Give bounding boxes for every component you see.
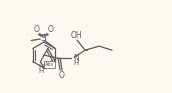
Text: Abs: Abs bbox=[45, 62, 54, 67]
Text: •: • bbox=[85, 48, 89, 54]
Text: N: N bbox=[73, 54, 79, 63]
Text: H: H bbox=[39, 64, 44, 70]
Text: H: H bbox=[73, 60, 79, 66]
Text: O: O bbox=[47, 25, 53, 34]
Text: S: S bbox=[40, 34, 46, 43]
Text: O: O bbox=[33, 25, 39, 34]
Text: H: H bbox=[38, 68, 44, 74]
Text: O: O bbox=[58, 71, 64, 80]
Text: OH: OH bbox=[70, 31, 82, 40]
